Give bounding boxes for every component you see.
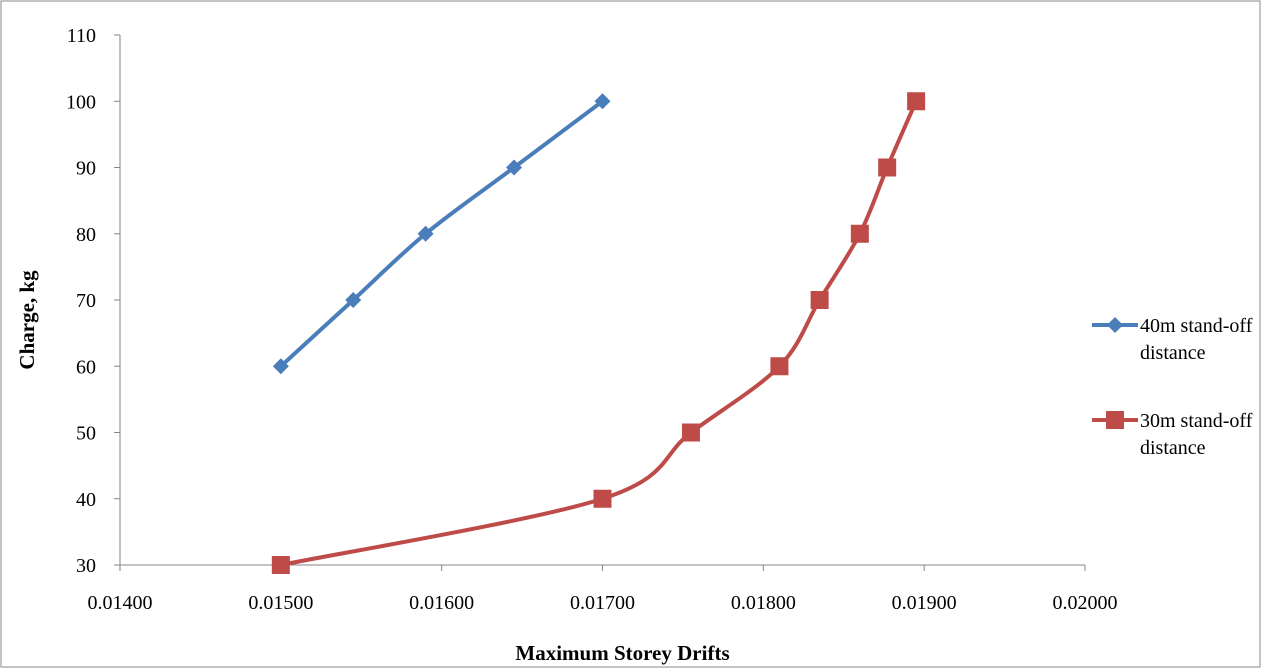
series-1 (272, 93, 611, 375)
legend-label: 30m stand-off (1140, 410, 1253, 432)
legend: 40m stand-off distance 30m stand-off distan… (1092, 315, 1253, 459)
series-2 (271, 92, 926, 574)
y-tick-label: 30 (76, 555, 96, 577)
data-point (272, 358, 289, 375)
y-tick-label: 80 (76, 224, 96, 246)
legend-marker (1107, 317, 1123, 333)
data-point (594, 93, 611, 110)
data-point (417, 225, 434, 242)
legend-label: distance (1140, 437, 1206, 459)
x-tick-label: 0.01700 (570, 592, 635, 614)
data-point (345, 292, 362, 308)
legend-entry: 30m stand-off distance (1092, 410, 1253, 459)
data-point (878, 158, 897, 177)
legend-label: distance (1140, 342, 1206, 364)
y-tick-label: 70 (76, 290, 96, 312)
y-tick-label: 110 (67, 25, 96, 47)
y-axis-title: Charge, kg (15, 270, 39, 370)
plot-area (271, 92, 926, 574)
data-point (770, 357, 789, 376)
legend-marker (1106, 411, 1124, 429)
x-tick-label: 0.01800 (731, 592, 796, 614)
data-point (681, 423, 700, 442)
x-tick-label: 0.01900 (892, 592, 957, 614)
legend-label: 40m stand-off (1140, 315, 1253, 337)
data-point (810, 291, 829, 309)
x-axis-title: Maximum Storey Drifts (515, 641, 729, 665)
y-tick-label: 90 (76, 158, 96, 180)
x-tick-label: 0.01600 (409, 592, 474, 614)
y-tick-label: 50 (76, 423, 96, 445)
x-tick-label: 0.02000 (1053, 592, 1118, 614)
data-point (271, 556, 290, 574)
x-tick-label: 0.01500 (248, 592, 313, 614)
legend-entry: 40m stand-off distance (1092, 315, 1253, 364)
data-point (850, 224, 869, 243)
axes: 30 40 50 60 70 80 90 100 110 0.01400 0.01500 0.0160… (66, 25, 1118, 614)
x-tick-label: 0.01400 (88, 592, 153, 614)
data-point (506, 159, 523, 176)
data-point (593, 489, 612, 508)
y-tick-label: 40 (76, 489, 96, 511)
y-tick-label: 100 (66, 91, 96, 113)
y-tick-label: 60 (76, 356, 96, 378)
data-point (907, 92, 926, 111)
